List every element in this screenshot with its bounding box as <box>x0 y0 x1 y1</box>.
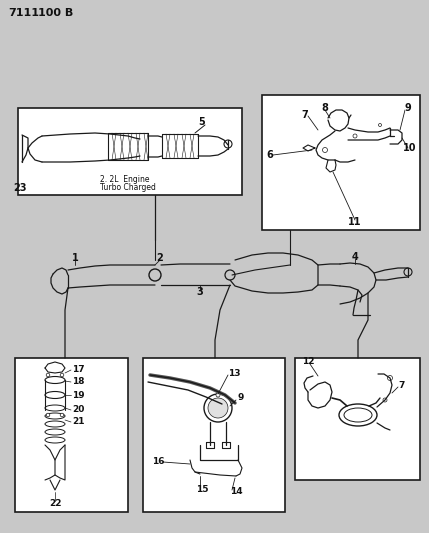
Text: 14: 14 <box>230 488 243 497</box>
Text: 5: 5 <box>199 117 205 127</box>
Text: 3: 3 <box>196 287 203 297</box>
Text: 13: 13 <box>228 368 241 377</box>
Circle shape <box>46 413 50 417</box>
Circle shape <box>60 373 64 377</box>
Text: 7: 7 <box>302 110 308 120</box>
Text: 100 B: 100 B <box>38 8 73 18</box>
Text: Turbo Charged: Turbo Charged <box>100 182 156 191</box>
Text: 18: 18 <box>72 377 85 386</box>
FancyBboxPatch shape <box>262 95 420 230</box>
Text: 6: 6 <box>267 150 273 160</box>
Text: 12: 12 <box>302 358 314 367</box>
Circle shape <box>323 148 327 152</box>
Text: 20: 20 <box>72 406 85 415</box>
FancyBboxPatch shape <box>15 358 128 512</box>
Text: 15: 15 <box>196 486 208 495</box>
FancyBboxPatch shape <box>143 358 285 512</box>
Text: 23: 23 <box>13 183 27 193</box>
Circle shape <box>208 398 228 418</box>
FancyBboxPatch shape <box>18 108 242 195</box>
Text: 19: 19 <box>72 391 85 400</box>
Text: 9: 9 <box>405 103 411 113</box>
Text: 8: 8 <box>322 103 329 113</box>
Circle shape <box>353 134 357 138</box>
Circle shape <box>60 413 64 417</box>
Text: 1: 1 <box>72 253 79 263</box>
Text: 4: 4 <box>352 252 358 262</box>
Text: 2. 2L  Engine: 2. 2L Engine <box>100 175 149 184</box>
Circle shape <box>46 373 50 377</box>
Text: 22: 22 <box>49 498 61 507</box>
Text: 11: 11 <box>348 217 362 227</box>
Text: 9: 9 <box>238 393 245 402</box>
Text: 17: 17 <box>72 366 85 375</box>
FancyBboxPatch shape <box>295 358 420 480</box>
Circle shape <box>387 376 393 381</box>
Text: 7111: 7111 <box>8 8 39 18</box>
Circle shape <box>378 124 381 126</box>
Text: 16: 16 <box>152 457 164 466</box>
Text: 21: 21 <box>72 417 85 426</box>
Text: 2: 2 <box>157 253 163 263</box>
Text: 10: 10 <box>403 143 417 153</box>
Text: 7: 7 <box>398 381 405 390</box>
Circle shape <box>216 393 220 397</box>
Circle shape <box>383 398 387 402</box>
